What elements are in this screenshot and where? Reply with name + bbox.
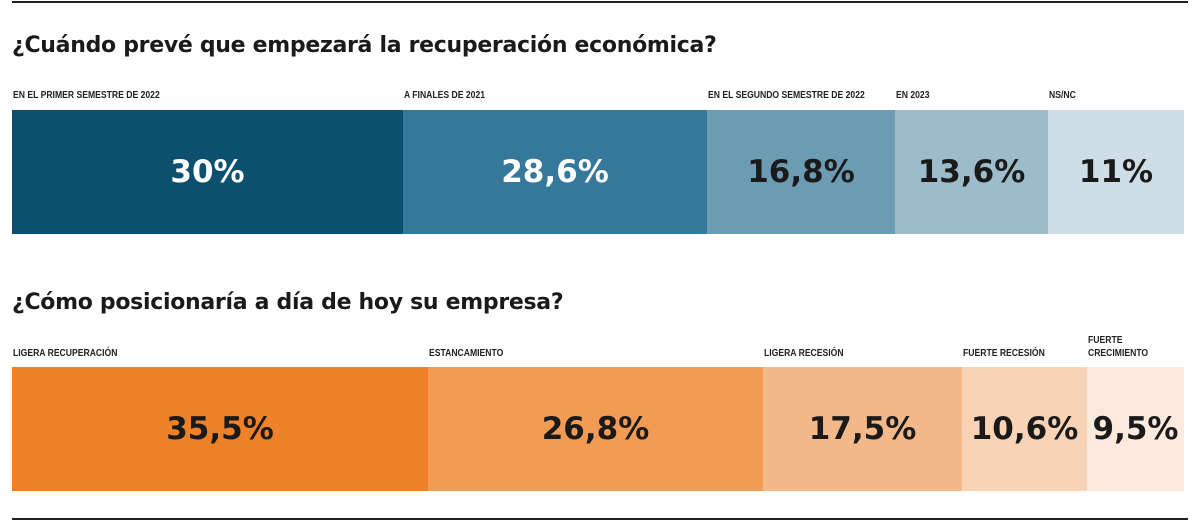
data-label: 11%: [1078, 154, 1154, 190]
bar-segment: 35,5%: [12, 367, 428, 491]
category-label: NS/NC: [1049, 89, 1076, 101]
category-label: En el segundo semestre de 2022: [708, 89, 865, 101]
data-label: 17,5%: [808, 411, 917, 447]
chart2-title: ¿Cómo posicionaría a día de hoy su empre…: [12, 290, 564, 315]
category-label: Fuerte recesión: [963, 347, 1045, 359]
bar-segment: 11%: [1048, 110, 1184, 234]
category-label: A finales de 2021: [404, 89, 486, 101]
bar-segment: 13,6%: [895, 110, 1048, 234]
chart2-category-labels: Ligera recuperación Estancamiento Ligera r…: [12, 320, 1184, 360]
chart1-category-labels: En el primer semestre de 2022 A finales d…: [12, 62, 1184, 102]
data-label: 10,6%: [970, 411, 1079, 447]
category-label: Estancamiento: [429, 347, 504, 359]
bottom-rule: [12, 518, 1188, 520]
data-label: 26,8%: [541, 411, 650, 447]
category-label: Ligera recesión: [764, 347, 844, 359]
bar-segment: 26,8%: [428, 367, 763, 491]
category-label: En el primer semestre de 2022: [13, 89, 160, 101]
data-label: 30%: [170, 154, 245, 190]
bar-segment: 17,5%: [763, 367, 962, 491]
category-label: Ligera recuperación: [13, 347, 118, 359]
data-label: 35,5%: [166, 411, 274, 447]
data-label: 9,5%: [1092, 411, 1179, 447]
chart1-title: ¿Cuándo prevé que empezará la recuperaci…: [12, 33, 717, 58]
bar-segment: 10,6%: [962, 367, 1087, 491]
data-label: 28,6%: [501, 154, 609, 190]
bar-segment: 9,5%: [1087, 367, 1184, 491]
category-label: Fuerte crecimiento: [1088, 334, 1149, 359]
data-label: 13,6%: [917, 154, 1026, 190]
bar-segment: 16,8%: [707, 110, 895, 234]
bar-segment: 30%: [12, 110, 403, 234]
category-label: En 2023: [896, 89, 930, 101]
chart1-bar: 30% 28,6% 16,8% 13,6% 11%: [12, 110, 1184, 234]
bar-segment: 28,6%: [403, 110, 707, 234]
data-label: 16,8%: [747, 154, 855, 190]
top-rule: [12, 1, 1188, 3]
chart2-bar: 35,5% 26,8% 17,5% 10,6% 9,5%: [12, 367, 1184, 491]
